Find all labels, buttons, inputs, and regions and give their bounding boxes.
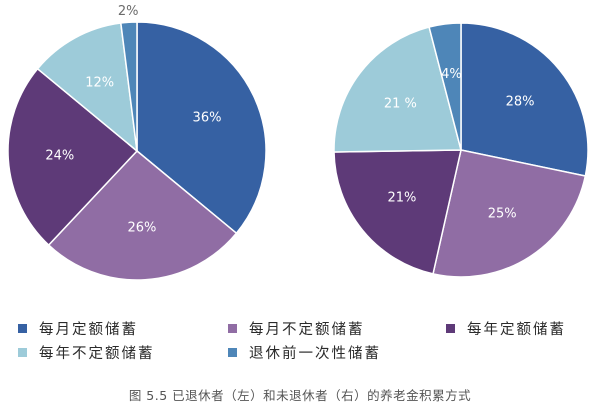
legend-item: 每月定额储蓄: [18, 318, 138, 339]
legend-swatch: [18, 348, 27, 357]
legend-label: 退休前一次性储蓄: [249, 346, 381, 362]
legend-swatch: [228, 324, 237, 333]
slice-label: 2%: [118, 4, 139, 19]
pie-slice: [119, 21, 138, 152]
legend-label: 每年定额储蓄: [467, 322, 566, 338]
legend-label: 每月不定额储蓄: [249, 322, 365, 338]
figure-caption: 图 5.5 已退休者（左）和未退休者（右）的养老金积累方式: [128, 388, 472, 403]
legend-label: 每月定额储蓄: [39, 322, 138, 338]
pie-retired: 36% 26% 24% 12% 2%: [7, 4, 267, 281]
pie-not-retired: 28% 25% 21% 21 % 4%: [333, 22, 589, 278]
pie-charts: 36% 26% 24% 12% 2% 28% 25% 21% 21 % 4%: [7, 4, 589, 281]
pie-slice: [432, 149, 587, 278]
pie-slice: [7, 67, 139, 247]
slice-label: 36%: [193, 111, 222, 126]
slice-label: 21%: [387, 191, 416, 206]
pie-slice: [36, 22, 138, 153]
legend-item: 每年不定额储蓄: [18, 342, 155, 363]
slice-label: 21 %: [384, 96, 417, 111]
legend-item: 每年定额储蓄: [446, 318, 566, 339]
legend-item: 退休前一次性储蓄: [228, 342, 381, 363]
legend-swatch: [18, 324, 27, 333]
pie-slice: [136, 21, 267, 235]
pie-slice: [333, 26, 462, 153]
slice-label: 24%: [45, 148, 74, 163]
pie-slice: [460, 22, 589, 177]
slice-label: 28%: [506, 95, 535, 110]
slice-label: 12%: [85, 76, 114, 91]
legend-label: 每年不定额储蓄: [39, 346, 155, 362]
pie-slice: [47, 149, 238, 281]
legend-item: 每月不定额储蓄: [228, 318, 365, 339]
legend-swatch: [228, 348, 237, 357]
slice-label: 4%: [441, 67, 462, 82]
slice-label: 26%: [127, 221, 156, 236]
pie-slice: [333, 149, 462, 275]
legend-swatch: [446, 324, 455, 333]
slice-label: 25%: [488, 207, 517, 222]
pie-slice: [428, 22, 462, 151]
